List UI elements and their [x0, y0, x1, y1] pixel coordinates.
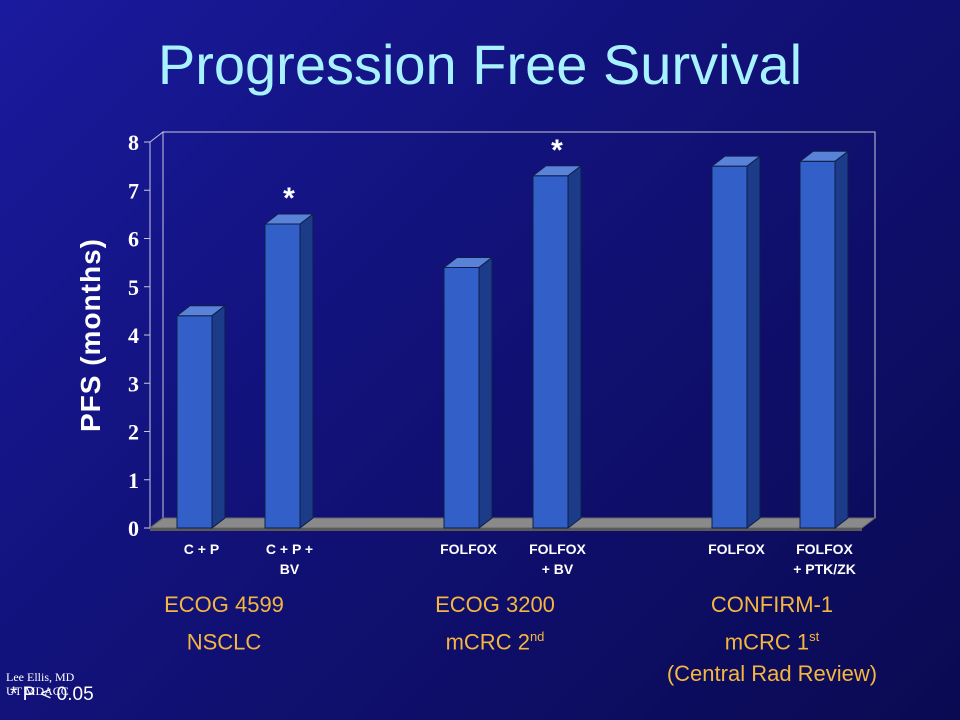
x-tick-label: FOLFOX: [796, 541, 853, 557]
x-tick-label: C + P +: [266, 541, 313, 557]
group-label-line: ECOG 3200: [435, 592, 555, 617]
bar-front: [532, 175, 569, 529]
group-label-line: mCRC 2nd: [445, 629, 545, 655]
bar: [442, 256, 494, 530]
significance-marker: *: [551, 134, 563, 167]
y-axis-label: PFS (months): [75, 238, 106, 432]
bar-top: [175, 305, 227, 317]
bar: [531, 164, 583, 530]
author-credit: Lee Ellis, MD UT MDACC: [6, 670, 74, 698]
bar-front: [799, 160, 836, 529]
page-title: Progression Free Survival: [157, 33, 803, 96]
bar-top: [442, 256, 494, 268]
group-label-line: CONFIRM-1: [710, 592, 834, 617]
group-label-ecog-3200: ECOG 3200 mCRC 2nd: [410, 589, 580, 658]
x-tick-label: FOLFOX: [529, 541, 586, 557]
y-tick-label: 8: [128, 130, 139, 155]
y-tick-label: 3: [128, 371, 139, 396]
x-tick-label: FOLFOX: [440, 541, 497, 557]
bar-front: [176, 315, 213, 529]
x-tick-label: + PTK/ZK: [793, 561, 856, 577]
significance-marker: *: [283, 182, 295, 215]
bar-front: [443, 266, 480, 529]
x-tick-label: BV: [280, 561, 300, 577]
bar-side: [299, 213, 314, 530]
y-tick-label: 1: [128, 468, 139, 493]
y-tick-label: 4: [128, 323, 139, 348]
bar-side: [478, 256, 493, 530]
credit-line: UT MDACC: [6, 684, 69, 698]
group-label-line: (Central Rad Review): [666, 661, 878, 687]
y-tick-label: 6: [128, 227, 139, 252]
group-label-line: NSCLC: [186, 629, 262, 655]
y-tick-label: 7: [128, 178, 139, 203]
group-label-confirm-1: CONFIRM-1 mCRC 1st (Central Rad Review): [632, 589, 912, 690]
significance-footnote: * P < 0.05: [10, 684, 94, 705]
chart-floor: [148, 517, 877, 529]
x-tick-label: C + P: [184, 541, 219, 557]
bar: [175, 304, 227, 530]
bar-side: [211, 304, 226, 530]
bar: [263, 213, 315, 530]
bar-top: [798, 150, 850, 162]
group-label-line: mCRC 1st: [724, 629, 820, 655]
bar-side: [746, 155, 761, 530]
bar-top: [710, 155, 762, 167]
y-tick-label: 2: [128, 420, 139, 445]
bar-front: [264, 223, 301, 529]
bar-top: [531, 165, 583, 177]
bar: [710, 155, 762, 530]
bar-front: [711, 165, 748, 529]
pfs-bar-chart: 0 1 2 3 4 5 6 7 8 PFS (months) C + P * C + P + BV FOLF…: [75, 130, 877, 577]
credit-line: Lee Ellis, MD: [6, 670, 75, 684]
group-label-line: ECOG 4599: [164, 592, 284, 617]
x-tick-label: FOLFOX: [708, 541, 765, 557]
y-tick-label: 0: [128, 516, 139, 541]
y-tick-label: 5: [128, 275, 139, 300]
bar: [798, 150, 850, 530]
bar-side: [834, 150, 849, 530]
group-label-ecog-4599: ECOG 4599 NSCLC: [144, 589, 304, 658]
floor-edge: [150, 528, 862, 531]
bar-top: [263, 213, 315, 225]
side-wall: [149, 130, 164, 530]
x-tick-label: + BV: [542, 561, 574, 577]
bar-side: [567, 164, 582, 530]
